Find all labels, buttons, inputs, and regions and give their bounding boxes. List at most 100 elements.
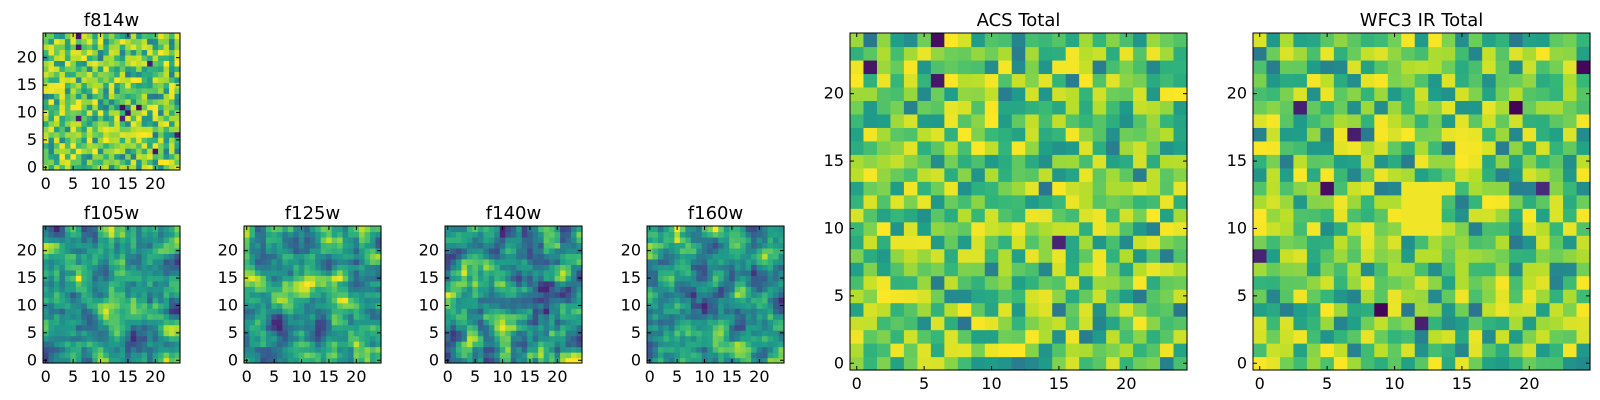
heatmap-cell [48,98,55,105]
y-tick-label: 15 [218,268,238,287]
heatmap-cell [1079,275,1094,290]
heatmap-cell [745,313,752,320]
heatmap-cell [125,148,132,155]
heatmap-cell [690,357,697,364]
heatmap-cell [86,275,93,282]
heatmap-cell [1065,86,1080,101]
heatmap-cell [265,346,272,353]
heatmap-cell [147,120,154,127]
heatmap-cell [729,308,736,315]
heatmap-cell [957,235,972,250]
heatmap-cell [971,73,986,88]
heatmap-cell [1306,343,1321,358]
heatmap-cell [1536,100,1551,115]
heatmap-cell [767,269,774,276]
heatmap-cell [745,258,752,265]
heatmap-cell [1401,127,1416,142]
heatmap-cell [125,87,132,94]
heatmap-cell [543,319,550,326]
heatmap-cell [276,357,283,364]
heatmap-cell [158,131,165,138]
heatmap-cell [254,247,262,254]
heatmap-cell [571,231,578,238]
heatmap-cell [1441,275,1456,290]
heatmap-cell [174,120,181,127]
heatmap-cell [348,319,355,326]
heatmap-cell [169,242,176,249]
heatmap-cell [1065,154,1080,169]
heatmap-cell [114,120,121,127]
heatmap-cell [1119,167,1134,182]
heatmap-cell [59,330,66,337]
heatmap-cell [70,242,77,249]
heatmap-cell [751,313,758,320]
heatmap-cell [1347,316,1362,331]
heatmap-cell [560,253,567,260]
heatmap-cell [348,264,355,271]
heatmap-cell [712,269,719,276]
heatmap-cell [75,253,82,260]
heatmap-cell [483,269,490,276]
heatmap-cell [130,236,137,244]
heatmap-cell [767,308,774,315]
heatmap-cell [320,231,327,238]
heatmap-cell [1441,181,1456,196]
heatmap-cell [108,313,115,320]
heatmap-cell [565,247,572,254]
heatmap-cell [890,113,905,128]
heatmap-cell [734,341,741,348]
heatmap-cell [917,33,932,48]
heatmap-cell [174,264,181,271]
heatmap-cell [244,253,251,260]
heatmap-cell [762,236,769,244]
heatmap-cell [130,137,137,144]
heatmap-cell [516,291,523,298]
heatmap-cell [971,167,986,182]
heatmap-cell [260,346,267,353]
heatmap-cell [445,335,452,342]
heatmap-cell [309,275,316,282]
heatmap-cell [729,247,736,254]
heatmap-cell [505,297,512,304]
heatmap-cell [745,352,752,359]
heatmap-cell [1092,302,1107,317]
heatmap-cell [1522,208,1537,223]
heatmap-cell [472,280,479,287]
heatmap-cell [375,313,382,320]
heatmap-cell [998,100,1013,115]
heatmap-cell [1160,316,1175,331]
heatmap-cell [690,258,697,265]
heatmap-cell [114,54,121,61]
heatmap-cell [1401,343,1416,358]
heatmap-cell [565,280,572,287]
heatmap-cell [1414,113,1429,128]
heatmap-cell [260,297,267,304]
heatmap-cell [1306,100,1321,115]
heatmap-cell [549,330,556,337]
heatmap-cell [64,71,71,78]
heatmap-cell [571,308,578,315]
heatmap-cell [745,324,752,331]
heatmap-cell [326,352,333,359]
heatmap-cell [342,357,349,364]
heatmap-cell [685,335,692,342]
heatmap-cell [130,43,137,51]
heatmap-cell [1106,208,1121,223]
heatmap-cell [494,319,501,326]
heatmap-cell [59,226,66,233]
heatmap-cell [461,231,468,238]
heatmap-cell [488,280,495,287]
heatmap-cell [364,264,371,271]
heatmap-cell [499,269,506,276]
heatmap-cell [353,236,360,244]
heatmap-cell [75,308,82,315]
heatmap-cell [767,258,774,265]
heatmap-cell [304,275,311,282]
heatmap-cell [1065,208,1080,223]
heatmap-cell [282,341,289,348]
heatmap-cell [59,60,66,67]
heatmap-cell [1253,59,1268,75]
heatmap-cell [43,104,50,111]
heatmap-cell [450,226,457,233]
